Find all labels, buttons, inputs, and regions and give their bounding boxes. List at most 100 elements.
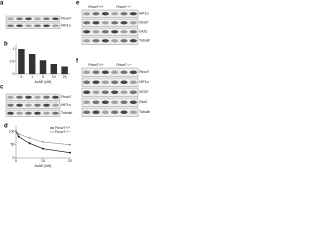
- band: [129, 100, 137, 105]
- band: [101, 12, 109, 16]
- band: [101, 30, 109, 34]
- band: [92, 39, 100, 43]
- row-label: VEGF: [139, 21, 149, 25]
- row-label: VEGF: [139, 90, 149, 94]
- band: [111, 90, 119, 95]
- blot-strip: [5, 15, 61, 22]
- blot-strip: [81, 18, 139, 27]
- band: [101, 21, 109, 25]
- x-tick-label: 1: [31, 75, 33, 79]
- band: [111, 100, 119, 105]
- blot-strip: [81, 67, 139, 77]
- panel-letter: e: [76, 1, 80, 7]
- band: [25, 103, 32, 107]
- y-tick-label: 0: [13, 156, 15, 160]
- row-label: Glut1: [139, 100, 147, 104]
- band: [92, 70, 100, 75]
- panel-letter: b: [4, 42, 8, 48]
- band: [16, 103, 23, 107]
- band: [7, 111, 14, 115]
- band: [101, 90, 109, 95]
- band: [34, 95, 41, 99]
- row-label: HIF1α: [139, 12, 149, 16]
- band: [101, 80, 109, 85]
- band: [7, 24, 14, 28]
- panel-letter: a: [0, 1, 4, 7]
- blot-strip: [81, 77, 139, 87]
- y-tick-label: 50: [11, 143, 15, 147]
- band: [52, 17, 59, 21]
- band: [120, 12, 128, 16]
- point: [17, 133, 20, 135]
- band: [83, 12, 91, 16]
- row-label: HIF1α: [61, 24, 71, 28]
- band: [83, 39, 91, 43]
- band: [7, 95, 14, 99]
- bar: [61, 66, 68, 74]
- band: [129, 30, 137, 34]
- legend-label: Fbxw7−/−: [55, 130, 70, 134]
- group-label: Fbxw7−/−: [116, 63, 131, 67]
- bar: [18, 49, 25, 74]
- blot-strip: [81, 36, 139, 45]
- legend-label: Fbxw7+/+: [55, 126, 70, 130]
- band: [43, 103, 50, 107]
- group-label: Fbxw7−/−: [116, 5, 131, 9]
- band: [120, 100, 128, 105]
- x-tick-label: 0: [20, 75, 22, 79]
- group-label: Fbxw7+/+: [88, 63, 103, 67]
- band: [52, 95, 59, 99]
- row-label: Glut1: [139, 30, 147, 34]
- panel-letter: f: [76, 59, 79, 65]
- band: [111, 80, 119, 85]
- point: [69, 151, 71, 154]
- band: [101, 100, 109, 105]
- band: [16, 111, 23, 115]
- blot-strip: [5, 93, 61, 101]
- x-tick-label: 10: [52, 75, 56, 79]
- x-tick-label: 5: [42, 75, 44, 79]
- band: [111, 70, 119, 75]
- band: [120, 70, 128, 75]
- row-label: Fbxw7: [61, 17, 71, 21]
- band: [16, 17, 23, 21]
- band: [129, 110, 137, 115]
- band: [111, 21, 119, 25]
- band: [92, 90, 100, 95]
- band: [25, 95, 32, 99]
- band: [111, 110, 119, 115]
- band: [92, 80, 100, 85]
- blot-strip: [81, 97, 139, 107]
- band: [120, 39, 128, 43]
- x-axis-label: AcAE (nM): [35, 80, 52, 84]
- band: [43, 111, 50, 115]
- band: [120, 30, 128, 34]
- band: [52, 103, 59, 107]
- row-label: Fbxw7: [61, 95, 71, 99]
- band: [83, 80, 91, 85]
- band: [111, 30, 119, 34]
- blot-strip: [5, 101, 61, 109]
- band: [7, 17, 14, 21]
- row-label: Fbxw7: [139, 70, 149, 74]
- band: [92, 100, 100, 105]
- bar: [39, 60, 47, 74]
- blot-strip: [81, 9, 139, 18]
- band: [43, 24, 50, 28]
- band: [52, 111, 59, 115]
- blot-strip: [5, 109, 61, 117]
- band: [120, 110, 128, 115]
- panel-letter: d: [4, 124, 8, 130]
- band: [120, 80, 128, 85]
- band: [34, 24, 41, 28]
- band: [129, 80, 137, 85]
- band: [129, 21, 137, 25]
- panel-letter: c: [0, 85, 4, 91]
- band: [111, 12, 119, 16]
- band: [129, 39, 137, 43]
- y-tick-label: 0: [13, 72, 15, 76]
- band: [129, 70, 137, 75]
- band: [7, 103, 14, 107]
- point: [28, 137, 31, 139]
- band: [120, 90, 128, 95]
